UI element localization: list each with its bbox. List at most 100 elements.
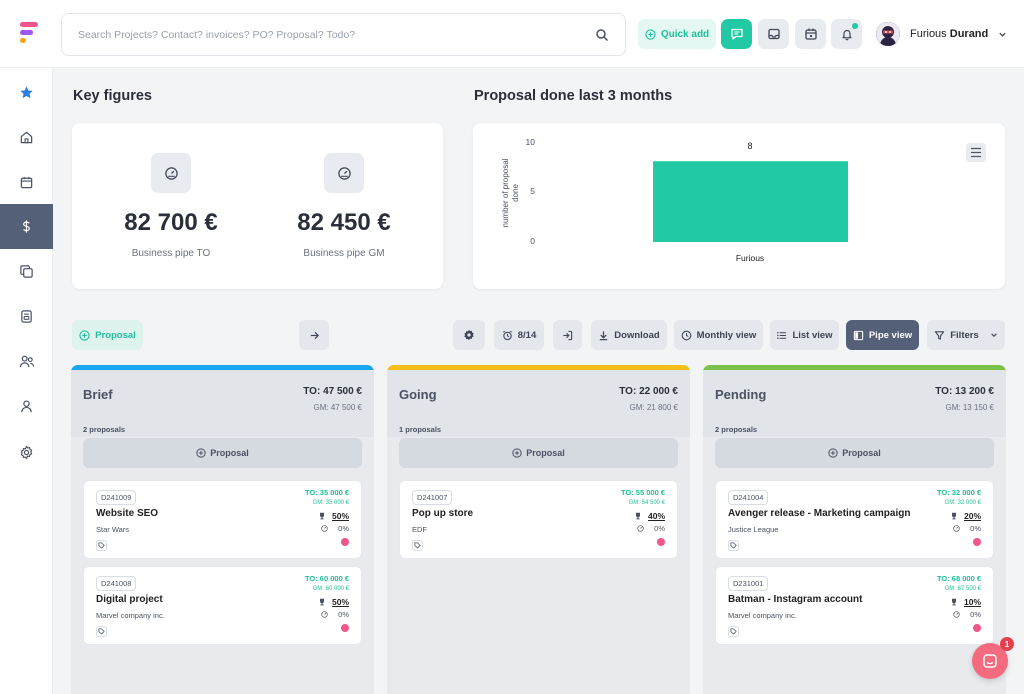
proposal-client: Marvel company inc. [728,611,797,620]
search-input[interactable] [78,28,595,41]
probability-value: 50% [331,511,349,521]
app-logo[interactable] [20,22,40,44]
proposal-probability: 20% [950,511,981,521]
column-count: 2 proposals [715,425,758,434]
sidebar-item-contacts[interactable] [0,339,53,384]
proposal-card[interactable]: D231001 Batman - Instagram account Marve… [715,566,994,645]
notifications-button[interactable] [831,19,862,49]
pipeline-column-brief: Brief TO: 47 500 € GM: 47 500 € 2 propos… [71,365,374,694]
progress-value: 0% [970,524,981,533]
pipe-view-button[interactable]: Pipe view [846,320,919,350]
chevron-down-icon[interactable] [998,30,1007,39]
column-add-proposal-button[interactable]: Proposal [399,438,678,468]
tag-icon[interactable] [728,540,739,551]
plus-circle-icon [828,448,838,458]
sidebar-item-favorites[interactable] [0,70,53,115]
next-button[interactable] [299,320,329,350]
proposal-title: Pop up store [412,508,474,519]
home-icon [19,130,34,145]
chart-menu-button[interactable] [966,143,986,162]
sidebar-item-home[interactable] [0,115,53,160]
import-button[interactable] [553,320,582,350]
pipeline-column-pending: Pending TO: 13 200 € GM: 13 150 € 2 prop… [703,365,1006,694]
y-axis-label-line2: done [511,184,520,202]
proposal-card[interactable]: D241004 Avenger release - Marketing camp… [715,480,994,559]
tag-icon[interactable] [412,540,423,551]
add-proposal-button[interactable]: Proposal [72,320,143,350]
plus-circle-icon [79,329,90,341]
user-name[interactable]: Furious Durand [910,28,988,40]
inbox-button[interactable] [758,19,789,49]
tag-icon[interactable] [728,626,739,637]
sidebar-item-documents[interactable] [0,249,53,294]
sidebar-item-invoices[interactable] [0,294,53,339]
column-add-label: Proposal [210,448,249,458]
columns-icon [853,330,864,341]
proposal-probability: 50% [318,511,349,521]
calendar-icon [804,27,818,41]
column-add-proposal-button[interactable]: Proposal [83,438,362,468]
global-search[interactable] [61,13,626,56]
column-color-bar [387,365,690,370]
counter-button[interactable]: 8/14 [494,320,544,350]
status-dot [341,624,349,632]
proposal-id: D231001 [728,576,769,591]
gauge-icon [953,611,960,618]
sidebar-item-settings[interactable] [0,430,53,475]
column-to-total: TO: 22 000 € [619,386,678,397]
key-figures-card: 82 700 € Business pipe TO 82 450 € Busin… [72,123,443,289]
list-icon [776,330,787,341]
list-view-button[interactable]: List view [770,320,839,350]
chat-bubble-icon [730,27,744,41]
tag-icon[interactable] [96,540,107,551]
sidebar-item-sales[interactable] [0,204,53,249]
chat-icon [982,653,998,669]
calendar-button[interactable] [795,19,826,49]
dollar-icon [19,219,34,234]
probability-value: 10% [963,597,981,607]
sign-in-icon [562,330,573,341]
chat-unread-badge: 1 [1000,637,1014,651]
user-menu[interactable]: Furious Durand [876,22,1007,46]
gear-icon [463,329,475,341]
column-to-total: TO: 47 500 € [303,386,362,397]
sidebar-item-calendar[interactable] [0,160,53,205]
proposal-to: TO: 32 000 € [936,488,981,497]
proposal-card[interactable]: D241009 Website SEO Star Wars TO: 35 000… [83,480,362,559]
notification-dot [852,23,858,29]
sidebar-item-profile[interactable] [0,384,53,429]
business-pipe-to-label: Business pipe TO [131,248,211,259]
proposal-progress: 0% [953,610,981,619]
business-pipe-gm-value: 82 450 € [297,209,391,236]
chat-launcher-button[interactable]: 1 [972,637,1014,679]
status-dot [973,624,981,632]
y-tick-label: 0 [530,236,535,246]
proposal-progress: 0% [321,524,349,533]
monthly-view-button[interactable]: Monthly view [674,320,763,350]
column-add-proposal-button[interactable]: Proposal [715,438,994,468]
proposal-card[interactable]: D241007 Pop up store EDF TO: 55 000 € GM… [399,480,678,559]
user-last-name: Durand [949,28,989,40]
progress-value: 0% [338,524,349,533]
proposal-gm: GM: 67 500 € [944,586,981,592]
column-count: 2 proposals [83,425,126,434]
quick-add-button[interactable]: Quick add [638,19,716,49]
bar-furious[interactable] [653,161,848,242]
gauge-icon [321,525,328,532]
messages-button[interactable] [721,19,752,49]
settings-button[interactable] [453,320,485,350]
receipt-icon [19,309,34,324]
proposal-card[interactable]: D241008 Digital project Marvel company i… [83,566,362,645]
search-icon[interactable] [595,28,609,42]
proposal-to: TO: 68 000 € [936,574,981,583]
counter-label: 8/14 [517,329,537,341]
tag-icon[interactable] [96,626,107,637]
x-tick-label: Furious [736,253,764,263]
monthly-view-label: Monthly view [696,329,757,341]
column-add-label: Proposal [842,448,881,458]
probability-value: 40% [647,511,665,521]
download-button[interactable]: Download [591,320,667,350]
gauge-icon [953,525,960,532]
filters-button[interactable]: Filters [927,320,1005,350]
proposal-title: Website SEO [96,508,159,519]
